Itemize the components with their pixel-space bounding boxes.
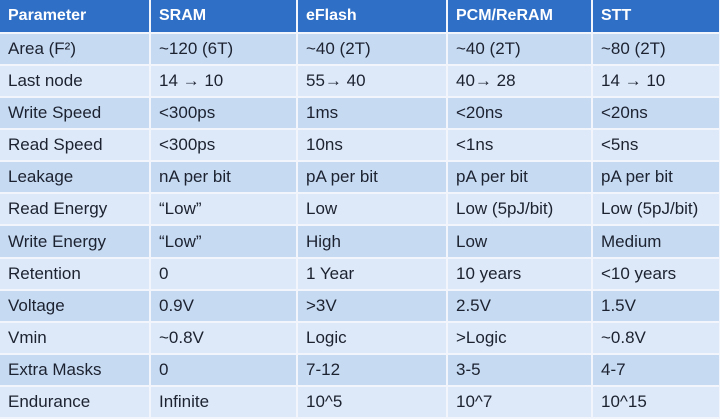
table-cell: ~0.8V (150, 321, 298, 355)
table-cell: <20ns (447, 97, 593, 131)
table-cell: 10 years (447, 257, 593, 291)
table-cell: Low (297, 193, 448, 227)
table-cell: 0 (150, 353, 298, 387)
table-row: Read Speed <300ps 10ns <1ns <5ns (0, 129, 720, 163)
table-cell: 1 Year (297, 257, 448, 291)
table-cell: 55→ 40 (297, 65, 448, 99)
row-label: Read Energy (0, 193, 151, 227)
table-cell: <300ps (150, 129, 298, 163)
header-cell: eFlash (297, 0, 448, 34)
table-cell: 2.5V (447, 289, 593, 323)
table-cell: nA per bit (150, 161, 298, 195)
table-cell: 7-12 (297, 353, 448, 387)
table-cell: High (297, 225, 448, 259)
table-row: Voltage 0.9V >3V 2.5V 1.5V (0, 289, 720, 323)
table-row: Extra Masks 0 7-12 3-5 4-7 (0, 353, 720, 387)
table-row: Area (F²) ~120 (6T) ~40 (2T) ~40 (2T) ~80 (2… (0, 33, 720, 67)
table-cell: “Low” (150, 193, 298, 227)
table-cell: 10^15 (592, 385, 720, 419)
table-cell: Low (5pJ/bit) (447, 193, 593, 227)
table-cell: 40→ 28 (447, 65, 593, 99)
table-row: Write Speed <300ps 1ms <20ns <20ns (0, 97, 720, 131)
row-label: Voltage (0, 289, 151, 323)
table-row: Leakage nA per bit pA per bit pA per bit pA … (0, 161, 720, 195)
table-cell: Low (5pJ/bit) (592, 193, 720, 227)
table-cell: Infinite (150, 385, 298, 419)
row-label: Leakage (0, 161, 151, 195)
table-cell: >3V (297, 289, 448, 323)
row-label: Endurance (0, 385, 151, 419)
row-label: Extra Masks (0, 353, 151, 387)
table-cell: 1ms (297, 97, 448, 131)
table-cell: Medium (592, 225, 720, 259)
table-cell: ~0.8V (592, 321, 720, 355)
table-body: Area (F²) ~120 (6T) ~40 (2T) ~40 (2T) ~80 (2… (0, 33, 720, 419)
table-cell: 14 → 10 (150, 65, 298, 99)
table-cell: <1ns (447, 129, 593, 163)
row-label: Vmin (0, 321, 151, 355)
row-label: Retention (0, 257, 151, 291)
header-cell: PCM/ReRAM (447, 0, 593, 34)
table-cell: 4-7 (592, 353, 720, 387)
table-cell: ~120 (6T) (150, 33, 298, 67)
table-cell: 10^7 (447, 385, 593, 419)
row-label: Write Energy (0, 225, 151, 259)
table-cell: 10^5 (297, 385, 448, 419)
table-cell: <10 years (592, 257, 720, 291)
table-cell: 14 → 10 (592, 65, 720, 99)
table-cell: Low (447, 225, 593, 259)
table-header: Parameter SRAM eFlash PCM/ReRAM STT (0, 0, 720, 34)
table-cell: pA per bit (297, 161, 448, 195)
table-cell: >Logic (447, 321, 593, 355)
table-cell: ~80 (2T) (592, 33, 720, 67)
row-label: Read Speed (0, 129, 151, 163)
row-label: Write Speed (0, 97, 151, 131)
table-row: Vmin ~0.8V Logic >Logic ~0.8V (0, 321, 720, 355)
table-row: Write Energy “Low” High Low Medium (0, 225, 720, 259)
table-cell: 3-5 (447, 353, 593, 387)
table-row: Last node 14 → 10 55→ 40 40→ 28 14 → 10 (0, 65, 720, 99)
table-cell: 1.5V (592, 289, 720, 323)
table-cell: <300ps (150, 97, 298, 131)
row-label: Area (F²) (0, 33, 151, 67)
table-row: Read Energy “Low” Low Low (5pJ/bit) Low (5pJ… (0, 193, 720, 227)
table-cell: Logic (297, 321, 448, 355)
table-row: Endurance Infinite 10^5 10^7 10^15 (0, 385, 720, 419)
table-cell: 0.9V (150, 289, 298, 323)
table-cell: <20ns (592, 97, 720, 131)
header-cell: STT (592, 0, 720, 34)
table-cell: ~40 (2T) (297, 33, 448, 67)
table-cell: pA per bit (447, 161, 593, 195)
header-cell: Parameter (0, 0, 151, 34)
table-cell: <5ns (592, 129, 720, 163)
header-cell: SRAM (150, 0, 298, 34)
table-cell: “Low” (150, 225, 298, 259)
row-label: Last node (0, 65, 151, 99)
table-cell: 0 (150, 257, 298, 291)
header-row: Parameter SRAM eFlash PCM/ReRAM STT (0, 0, 720, 34)
table-cell: 10ns (297, 129, 448, 163)
table-cell: pA per bit (592, 161, 720, 195)
table-row: Retention 0 1 Year 10 years <10 years (0, 257, 720, 291)
table-cell: ~40 (2T) (447, 33, 593, 67)
